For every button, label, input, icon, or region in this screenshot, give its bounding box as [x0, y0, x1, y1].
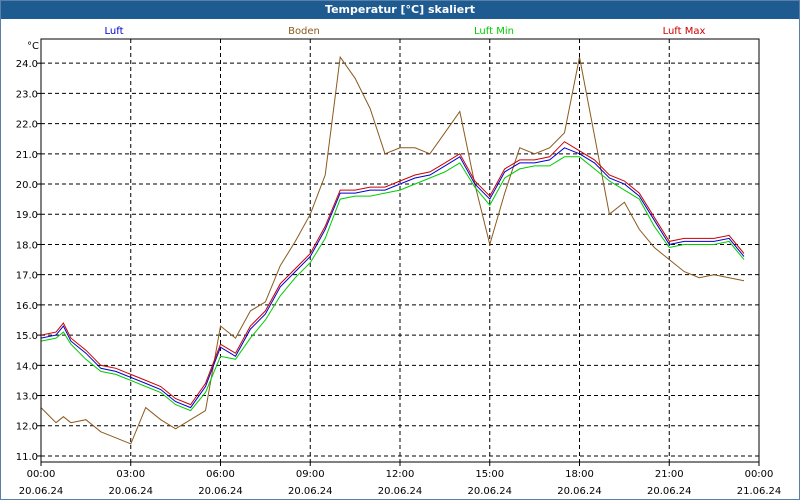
temperature-chart: Luft Boden Luft Min Luft Max °C 11.0 12.0 13.…: [16, 26, 782, 497]
y-tick-label: 21.0: [16, 150, 38, 161]
y-tick-label: 19.0: [16, 210, 38, 221]
x-tick-date: 20.06.24: [108, 486, 153, 497]
series-lines: [40, 55, 745, 445]
x-tick-date: 20.06.24: [647, 486, 692, 497]
legend: Luft Boden Luft Min Luft Max: [105, 26, 706, 37]
series-line-luft-min: [40, 156, 745, 412]
y-tick-label: 15.0: [16, 331, 38, 342]
y-tick-label: 22.0: [16, 120, 38, 131]
series-line-boden: [40, 55, 745, 445]
y-tick-label: 17.0: [16, 271, 38, 282]
x-tick-date: 20.06.24: [378, 486, 423, 497]
legend-item-luft: Luft: [105, 26, 124, 37]
legend-item-boden: Boden: [288, 26, 320, 37]
x-tick-date: 20.06.24: [467, 486, 512, 497]
x-tick-time: 12:00: [386, 469, 415, 480]
y-tick-label: 20.0: [16, 180, 38, 191]
legend-item-luft-min: Luft Min: [474, 26, 514, 37]
grid: [41, 39, 759, 462]
y-axis-ticks: 11.0 12.0 13.0 14.0 15.0 16.0 17.0 18.0 19.0 20.0…: [16, 59, 41, 463]
x-tick-time: 09:00: [296, 469, 325, 480]
x-tick-date: 20.06.24: [198, 486, 243, 497]
x-tick-date: 20.06.24: [19, 486, 64, 497]
plot-area: [40, 38, 760, 463]
series-line-luft-max: [40, 141, 745, 406]
y-tick-label: 12.0: [16, 422, 38, 433]
x-tick-time: 15:00: [475, 469, 504, 480]
x-tick-date: 20.06.24: [288, 486, 333, 497]
x-tick-time: 21:00: [655, 469, 684, 480]
x-axis-ticks: 00:00 20.06.24 03:00 20.06.24 06:00 20.06.24 0…: [19, 462, 782, 497]
x-tick-time: 03:00: [116, 469, 145, 480]
y-axis-label: °C: [27, 41, 39, 52]
y-tick-label: 18.0: [16, 240, 38, 251]
x-tick-time: 00:00: [27, 469, 56, 480]
x-tick-time: 06:00: [206, 469, 235, 480]
y-tick-label: 24.0: [16, 59, 38, 70]
y-tick-label: 13.0: [16, 392, 38, 403]
x-tick-date: 21.06.24: [737, 486, 782, 497]
x-tick-time: 00:00: [745, 469, 774, 480]
y-tick-label: 23.0: [16, 89, 38, 100]
x-tick-time: 18:00: [565, 469, 594, 480]
y-tick-label: 14.0: [16, 361, 38, 372]
legend-item-luft-max: Luft Max: [663, 26, 706, 37]
series-line-luft: [40, 147, 745, 409]
y-tick-label: 16.0: [16, 301, 38, 312]
y-tick-label: 11.0: [16, 452, 38, 463]
window-title: Temperatur [°C] skaliert: [1, 1, 799, 19]
x-tick-date: 20.06.24: [557, 486, 602, 497]
